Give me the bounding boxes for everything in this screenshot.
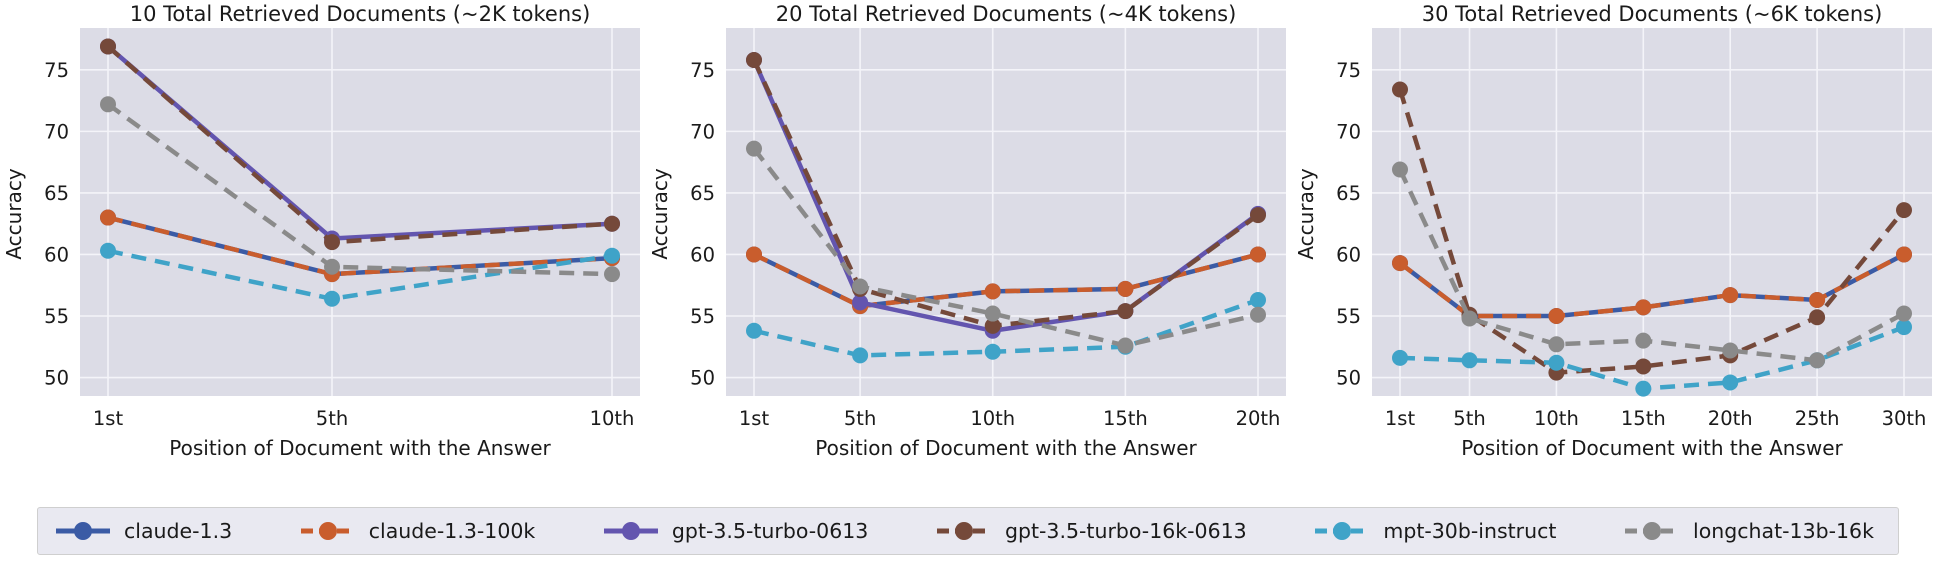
legend-label: gpt-3.5-turbo-16k-0613 <box>1004 519 1247 543</box>
x-axis-label: Position of Document with the Answer <box>169 436 551 460</box>
legend-line-marker-icon <box>1625 522 1680 540</box>
svg-text:65: 65 <box>690 182 715 205</box>
chart-panels: 10 Total Retrieved Documents (~2K tokens… <box>0 0 1938 500</box>
chart-title: 30 Total Retrieved Documents (~6K tokens… <box>1421 2 1883 26</box>
svg-text:5th: 5th <box>316 407 348 430</box>
x-axis-label: Position of Document with the Answer <box>815 436 1197 460</box>
legend-line-marker-icon <box>603 522 658 540</box>
svg-text:10th: 10th <box>970 407 1015 430</box>
svg-text:75: 75 <box>1336 59 1361 82</box>
svg-text:65: 65 <box>44 182 69 205</box>
legend-item-gpt-3.5-turbo-0613: gpt-3.5-turbo-0613 <box>602 519 868 543</box>
legend-label: claude-1.3 <box>124 519 233 543</box>
chart-title: 20 Total Retrieved Documents (~4K tokens… <box>775 2 1237 26</box>
legend-label: mpt-30b-instruct <box>1383 519 1557 543</box>
svg-text:60: 60 <box>1336 243 1361 266</box>
svg-text:75: 75 <box>690 59 715 82</box>
y-axis-label: Accuracy <box>2 168 26 260</box>
legend-line-marker-icon <box>936 522 991 540</box>
svg-text:55: 55 <box>44 305 69 328</box>
svg-text:70: 70 <box>1336 120 1361 143</box>
svg-text:55: 55 <box>1336 305 1361 328</box>
svg-text:30th: 30th <box>1882 407 1927 430</box>
legend-line-marker-icon <box>300 522 355 540</box>
svg-text:75: 75 <box>44 59 69 82</box>
svg-text:70: 70 <box>44 120 69 143</box>
svg-text:1st: 1st <box>1385 407 1416 430</box>
legend-item-gpt-3.5-turbo-16k-0613: gpt-3.5-turbo-16k-0613 <box>935 519 1247 543</box>
line-chart-20-docs: 50 55 60 65 70 75 1st 5th 10th 15th 20th <box>690 28 1286 430</box>
y-axis-label: Accuracy <box>1294 168 1318 260</box>
svg-text:1st: 1st <box>739 407 770 430</box>
legend-item-longchat-13b-16k: longchat-13b-16k <box>1623 519 1874 543</box>
svg-text:55: 55 <box>690 305 715 328</box>
legend-item-mpt-30b-instruct: mpt-30b-instruct <box>1313 519 1556 543</box>
svg-text:60: 60 <box>690 243 715 266</box>
svg-text:60: 60 <box>44 243 69 266</box>
svg-text:10th: 10th <box>1534 407 1579 430</box>
line-chart-10-docs: 50 55 60 65 70 75 1st 5th 10th <box>44 28 640 430</box>
line-chart-30-docs: 50 55 60 65 70 75 1st 5th 10th 15th 20th 25th 30th <box>1336 28 1932 430</box>
chart-title: 10 Total Retrieved Documents (~2K tokens… <box>129 2 591 26</box>
legend-item-claude-1.3-100k: claude-1.3-100k <box>299 519 536 543</box>
chart-panel-10-docs: 10 Total Retrieved Documents (~2K tokens… <box>0 0 646 500</box>
legend-label: gpt-3.5-turbo-0613 <box>671 519 869 543</box>
svg-text:50: 50 <box>1336 367 1361 390</box>
svg-text:20th: 20th <box>1236 407 1281 430</box>
svg-text:15th: 15th <box>1621 407 1666 430</box>
chart-panel-30-docs: 30 Total Retrieved Documents (~6K tokens… <box>1292 0 1938 500</box>
svg-text:65: 65 <box>1336 182 1361 205</box>
svg-text:15th: 15th <box>1103 407 1148 430</box>
svg-text:20th: 20th <box>1708 407 1753 430</box>
svg-text:5th: 5th <box>1453 407 1485 430</box>
x-axis-label: Position of Document with the Answer <box>1461 436 1843 460</box>
legend: claude-1.3 claude-1.3-100k gpt-3.5-turbo… <box>37 507 1899 555</box>
svg-text:1st: 1st <box>93 407 124 430</box>
svg-text:50: 50 <box>44 367 69 390</box>
legend-item-claude-1.3: claude-1.3 <box>54 519 232 543</box>
y-axis-label: Accuracy <box>648 168 672 260</box>
svg-text:25th: 25th <box>1795 407 1840 430</box>
legend-label: longchat-13b-16k <box>1693 519 1874 543</box>
legend-label: claude-1.3-100k <box>368 519 536 543</box>
legend-line-marker-icon <box>1315 522 1370 540</box>
legend-line-marker-icon <box>56 522 110 540</box>
chart-panel-20-docs: 20 Total Retrieved Documents (~4K tokens… <box>646 0 1292 500</box>
svg-text:10th: 10th <box>590 407 635 430</box>
svg-text:50: 50 <box>690 367 715 390</box>
svg-text:5th: 5th <box>844 407 876 430</box>
svg-text:70: 70 <box>690 120 715 143</box>
